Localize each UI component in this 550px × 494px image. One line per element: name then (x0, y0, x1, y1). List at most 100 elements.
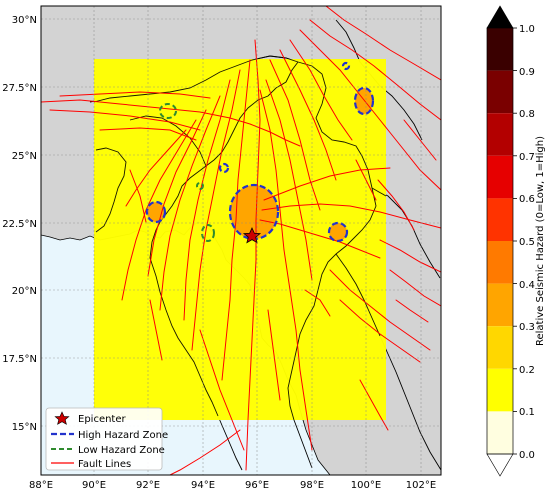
fault-line (41, 99, 301, 147)
fault-line (245, 39, 261, 471)
colorbar-band-10 (487, 28, 513, 71)
fault-line (395, 299, 429, 323)
colorbar-label: Relative Seismic Hazard (0=Low, 1=High) (535, 136, 546, 346)
map-frame (40, 5, 442, 476)
colorbar-tick-label: 0.6 (519, 194, 535, 205)
colorbar-tick-label: 0.3 (519, 322, 535, 333)
fault-line (267, 309, 281, 401)
legend: Epicenter High Hazard Zone Low Hazard Zo… (45, 407, 168, 471)
lat-tick-label: 27.5°N (2, 83, 37, 94)
high-hazard-outline-north (353, 86, 375, 116)
colorbar-tick-label: 0.8 (519, 109, 535, 120)
colorbar-tick-label: 0.7 (519, 152, 535, 163)
lat-tick-label: 20°N (12, 286, 37, 297)
legend-box (45, 407, 163, 471)
legend-label-epicenter: Epicenter (78, 414, 127, 425)
colorbar-tick-label: 0.4 (519, 280, 535, 291)
colorbar-band-2 (487, 368, 513, 412)
colorbar-tick-label: 0.5 (519, 237, 535, 248)
longitude-axis: 88°E 90°E 92°E 94°E 96°E 98°E 100°E 102°… (29, 480, 436, 491)
lat-tick-label: 22.5°N (2, 219, 37, 230)
fault-line (265, 79, 313, 281)
fault-line (199, 329, 245, 451)
colorbar-band-9 (487, 70, 513, 114)
borders-over-hazard (93, 55, 387, 421)
fault-line (125, 129, 187, 207)
fault-line (159, 95, 221, 311)
colorbar-ticks (513, 27, 517, 455)
latitude-axis: 30°N 27.5°N 25°N 22.5°N 20°N 17.5°N 15°N (2, 15, 37, 433)
lat-tick-label: 25°N (12, 151, 37, 162)
lon-tick-label: 92°E (136, 480, 160, 491)
lon-tick-label: 102°E (406, 480, 436, 491)
high-hazard-outline-shan (327, 221, 349, 243)
fault-line (289, 39, 353, 141)
fault-line (329, 269, 431, 351)
fault-line (99, 127, 197, 141)
fault-line (269, 59, 321, 211)
lat-tick-label: 17.5°N (2, 354, 37, 365)
fault-line (263, 167, 391, 201)
fault-line (191, 69, 241, 351)
fault-line (129, 169, 147, 223)
epicenter-star-icon (242, 227, 262, 244)
lat-tick-label: 15°N (12, 422, 37, 433)
colorbar-band-5 (487, 241, 513, 284)
colorbar-band-3 (487, 326, 513, 369)
legend-label-fault-lines: Fault Lines (78, 459, 131, 470)
colorbar-tick-label: 0.9 (519, 67, 535, 78)
fault-line (59, 91, 211, 99)
map-panel: Epicenter High Hazard Zone Low Hazard Zo… (41, 6, 441, 475)
fault-line (259, 89, 313, 451)
colorbar-band-8 (487, 113, 513, 156)
colorbar-band-6 (487, 198, 513, 241)
fault-line (279, 49, 337, 181)
colorbar: 0.0 0.1 0.2 0.3 0.4 0.5 0.6 0.7 0.8 0.9 … (486, 5, 546, 477)
fault-line (379, 239, 441, 273)
high-hazard-outline-west (145, 200, 167, 224)
fault-line (359, 379, 389, 431)
lon-tick-label: 100°E (351, 480, 381, 491)
lon-tick-label: 88°E (29, 480, 53, 491)
fault-line (261, 203, 441, 229)
high-hazard-zone-sagaing (230, 185, 278, 239)
legend-star-icon (54, 411, 70, 425)
high-hazard-outline-small (218, 162, 230, 174)
fault-line (121, 119, 197, 301)
fault-line (339, 299, 421, 363)
colorbar-tick-label: 0.1 (519, 407, 535, 418)
legend-label-high-hazard: High Hazard Zone (78, 430, 168, 441)
fault-line (403, 119, 437, 161)
fault-line (183, 79, 231, 321)
colorbar-over-extend (486, 5, 514, 29)
low-hazard-outline-chin (201, 224, 215, 242)
lat-tick-label: 30°N (12, 15, 37, 26)
fault-line (221, 59, 251, 381)
gridlines (41, 6, 441, 475)
fault-line (147, 109, 207, 277)
high-hazard-outline-far-north (341, 61, 351, 71)
colorbar-tick-label: 0.2 (519, 365, 535, 376)
colorbar-band-4 (487, 283, 513, 327)
fault-line (309, 19, 441, 121)
fault-line (377, 179, 415, 231)
fault-line (389, 269, 441, 307)
fault-line (149, 299, 163, 361)
fault-line (169, 429, 241, 475)
colorbar-tick-labels: 0.0 0.1 0.2 0.3 0.4 0.5 0.6 0.7 0.8 0.9 … (519, 24, 535, 461)
fault-line (325, 6, 441, 81)
colorbar-band-1 (487, 411, 513, 454)
lon-tick-label: 90°E (82, 480, 106, 491)
colorbar-under-extend (486, 453, 514, 477)
low-hazard-outline-assam (159, 103, 177, 119)
colorbar-tick-label: 1.0 (519, 24, 535, 35)
lon-tick-label: 94°E (191, 480, 215, 491)
lon-tick-label: 96°E (245, 480, 269, 491)
legend-label-low-hazard: Low Hazard Zone (78, 445, 165, 456)
colorbar-band-7 (487, 155, 513, 199)
fault-line (304, 289, 331, 317)
fault-line (299, 29, 441, 191)
colorbar-tick-label: 0.0 (519, 450, 535, 461)
fault-line (49, 109, 201, 131)
